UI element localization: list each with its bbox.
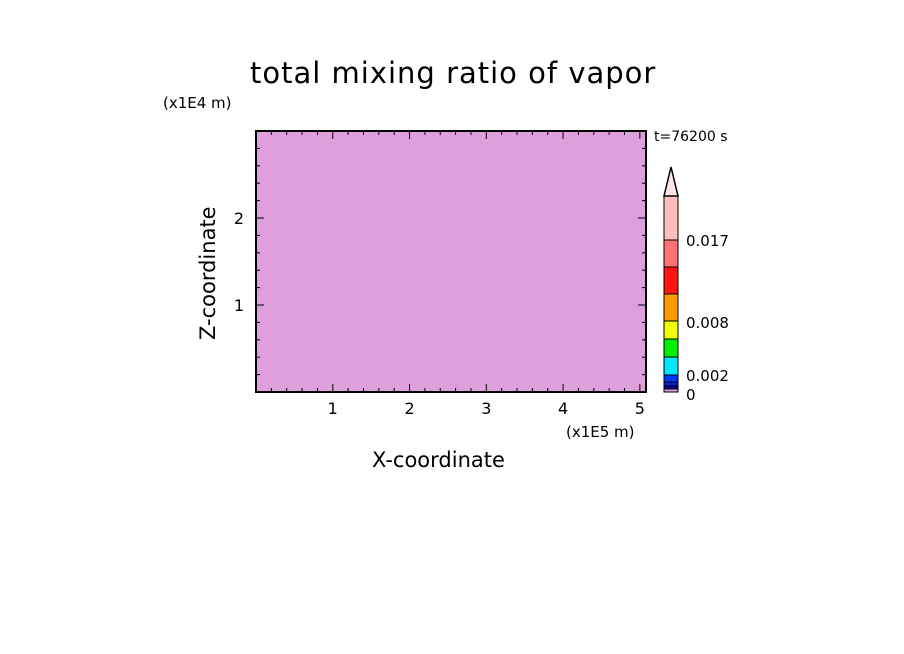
background-level: [256, 131, 646, 392]
chart-title: total mixing ratio of vapor: [250, 56, 657, 90]
colorbar-segment: [663, 338, 679, 358]
colorbar-segment: [663, 320, 679, 340]
x-tick-label: 5: [635, 399, 645, 418]
y-tick-label: 1: [234, 296, 244, 315]
colorbar-segment: [663, 381, 679, 387]
colorbar-label: 0.017: [686, 232, 729, 250]
colorbar-segment: [663, 293, 679, 322]
colorbar-segment: [663, 374, 679, 383]
y-unit-label: (x1E4 m): [163, 94, 232, 112]
x-unit-label: (x1E5 m): [566, 423, 635, 441]
colorbar-segment: [663, 195, 679, 241]
x-tick-label: 1: [328, 399, 338, 418]
colorbar-label: 0: [686, 386, 696, 404]
colorbar-label: 0.002: [686, 367, 729, 385]
colorbar-segment: [663, 266, 679, 295]
colorbar-label: 0.008: [686, 314, 729, 332]
x-tick-label: 4: [558, 399, 568, 418]
colorbar-extend-arrow: [663, 166, 679, 197]
x-tick-label: 2: [404, 399, 414, 418]
colorbar-segment: [663, 239, 679, 268]
x-axis-label: X-coordinate: [372, 448, 505, 472]
plot-frame: [255, 130, 647, 393]
x-tick-label: 3: [481, 399, 491, 418]
time-label: t=76200 s: [654, 129, 728, 145]
y-tick-label: 2: [234, 209, 244, 228]
colorbar-segment: [663, 356, 679, 376]
